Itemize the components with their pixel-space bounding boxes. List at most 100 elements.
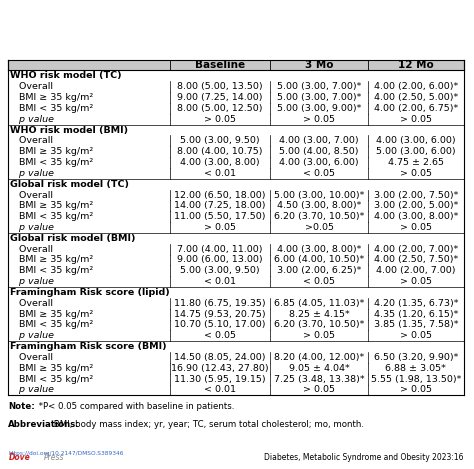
Text: Diabetes, Metabolic Syndrome and Obesity 2023:16: Diabetes, Metabolic Syndrome and Obesity… [264,453,464,462]
Text: 4.00 (2.00, 7.00)*: 4.00 (2.00, 7.00)* [374,245,458,254]
Text: > 0.05: > 0.05 [303,331,335,340]
Text: < 0.01: < 0.01 [204,169,236,178]
Text: 9.00 (7.25, 14.00): 9.00 (7.25, 14.00) [177,93,263,102]
Text: 14.50 (8.05, 24.00): 14.50 (8.05, 24.00) [174,353,266,362]
Text: > 0.05: > 0.05 [303,386,335,394]
Text: WHO risk model (TC): WHO risk model (TC) [10,71,122,80]
Text: 4.00 (2.50, 7.50)*: 4.00 (2.50, 7.50)* [374,256,458,265]
Text: 8.00 (5.00, 12.50): 8.00 (5.00, 12.50) [177,104,263,113]
Text: BMI, body mass index; yr, year; TC, serum total cholesterol; mo, month.: BMI, body mass index; yr, year; TC, seru… [52,420,365,429]
Text: p value: p value [10,115,55,124]
Text: 5.00 (3.00, 9.50): 5.00 (3.00, 9.50) [180,136,260,145]
Text: Dove: Dove [9,453,30,462]
Text: BMI ≥ 35 kg/m²: BMI ≥ 35 kg/m² [10,310,93,318]
Text: > 0.05: > 0.05 [400,386,432,394]
Text: > 0.05: > 0.05 [400,331,432,340]
Text: BMI < 35 kg/m²: BMI < 35 kg/m² [10,212,93,221]
Text: BMI < 35 kg/m²: BMI < 35 kg/m² [10,104,93,113]
Text: 12.00 (6.50, 18.00): 12.00 (6.50, 18.00) [174,190,266,199]
Text: 8.00 (4.00, 10.75): 8.00 (4.00, 10.75) [177,147,263,156]
Text: 4.50 (3.00, 8.00)*: 4.50 (3.00, 8.00)* [277,201,361,211]
Text: 5.00 (3.00, 10.00)*: 5.00 (3.00, 10.00)* [274,190,365,199]
Text: 6.00 (4.00, 10.50)*: 6.00 (4.00, 10.50)* [274,256,365,265]
Text: p value: p value [10,169,55,178]
Text: 5.00 (3.00, 6.00): 5.00 (3.00, 6.00) [376,147,456,156]
Text: 11.30 (5.95, 19.15): 11.30 (5.95, 19.15) [174,375,266,384]
Text: 11.80 (6.75, 19.35): 11.80 (6.75, 19.35) [174,299,266,308]
Text: BMI ≥ 35 kg/m²: BMI ≥ 35 kg/m² [10,201,93,211]
Text: > 0.05: > 0.05 [400,115,432,124]
Text: > 0.05: > 0.05 [400,223,432,232]
Text: 4.00 (3.00, 8.00): 4.00 (3.00, 8.00) [180,158,260,167]
Text: BMI < 35 kg/m²: BMI < 35 kg/m² [10,266,93,275]
Text: 9.05 ± 4.04*: 9.05 ± 4.04* [289,364,349,373]
Text: 4.00 (3.00, 8.00)*: 4.00 (3.00, 8.00)* [277,245,361,254]
Text: BMI ≥ 35 kg/m²: BMI ≥ 35 kg/m² [10,147,93,156]
Text: < 0.01: < 0.01 [204,277,236,286]
Text: p value: p value [10,331,55,340]
Text: Global risk model (TC): Global risk model (TC) [10,180,129,189]
Text: 5.00 (3.00, 9.50): 5.00 (3.00, 9.50) [180,266,260,275]
Text: WHO risk model (BMI): WHO risk model (BMI) [10,126,128,135]
Text: 7.25 (3.48, 13.38)*: 7.25 (3.48, 13.38)* [274,375,365,384]
Text: Overall: Overall [10,245,53,254]
Text: BMI < 35 kg/m²: BMI < 35 kg/m² [10,158,93,167]
Text: Overall: Overall [10,353,53,362]
Text: > 0.05: > 0.05 [303,115,335,124]
Text: 5.55 (1.98, 13.50)*: 5.55 (1.98, 13.50)* [371,375,461,384]
Text: 12 Mo: 12 Mo [398,60,434,70]
Bar [9,60,464,70]
Text: 4.20 (1.35, 6.73)*: 4.20 (1.35, 6.73)* [374,299,458,308]
Text: Global risk model (BMI): Global risk model (BMI) [10,234,136,243]
Text: 3.00 (2.00, 5.00)*: 3.00 (2.00, 5.00)* [374,201,458,211]
Text: 4.00 (2.00, 6.00)*: 4.00 (2.00, 6.00)* [374,82,458,91]
Text: Overall: Overall [10,136,53,145]
Text: 4.00 (2.00, 7.00): 4.00 (2.00, 7.00) [376,266,456,275]
Text: Overall: Overall [10,190,53,199]
Text: > 0.05: > 0.05 [400,169,432,178]
Text: 4.00 (3.00, 7.00): 4.00 (3.00, 7.00) [279,136,359,145]
Text: 6.50 (3.20, 9.90)*: 6.50 (3.20, 9.90)* [374,353,458,362]
Text: < 0.01: < 0.01 [204,386,236,394]
Text: 4.00 (3.00, 8.00)*: 4.00 (3.00, 8.00)* [374,212,458,221]
Text: p value: p value [10,386,55,394]
Text: 8.25 ± 4.15*: 8.25 ± 4.15* [289,310,349,318]
Text: 8.00 (5.00, 13.50): 8.00 (5.00, 13.50) [177,82,263,91]
Text: *P< 0.05 compared with baseline in patients.: *P< 0.05 compared with baseline in patie… [36,402,234,411]
Text: BMI < 35 kg/m²: BMI < 35 kg/m² [10,375,93,384]
Text: 5.00 (3.00, 7.00)*: 5.00 (3.00, 7.00)* [277,82,361,91]
Text: 4.00 (2.50, 5.00)*: 4.00 (2.50, 5.00)* [374,93,458,102]
Text: Framingham Risk score (lipid): Framingham Risk score (lipid) [10,288,170,297]
Text: 6.20 (3.70, 10.50)*: 6.20 (3.70, 10.50)* [274,212,365,221]
Text: > 0.05: > 0.05 [400,277,432,286]
Text: BMI ≥ 35 kg/m²: BMI ≥ 35 kg/m² [10,93,93,102]
Text: 16.90 (12.43, 27.80): 16.90 (12.43, 27.80) [171,364,269,373]
Text: 14.00 (7.25, 18.00): 14.00 (7.25, 18.00) [174,201,266,211]
Text: 9.00 (6.00, 13.00): 9.00 (6.00, 13.00) [177,256,263,265]
Text: 14.75 (9.53, 20.75): 14.75 (9.53, 20.75) [174,310,266,318]
Text: Framingham Risk score (BMI): Framingham Risk score (BMI) [10,342,167,351]
Text: BMI < 35 kg/m²: BMI < 35 kg/m² [10,320,93,329]
Text: 4.75 ± 2.65: 4.75 ± 2.65 [388,158,444,167]
Text: Overall: Overall [10,82,53,91]
Text: 6.88 ± 3.05*: 6.88 ± 3.05* [385,364,447,373]
Text: 4.00 (3.00, 6.00): 4.00 (3.00, 6.00) [279,158,359,167]
Text: >0.05: >0.05 [305,223,334,232]
Text: p value: p value [10,277,55,286]
Text: 6.85 (4.05, 11.03)*: 6.85 (4.05, 11.03)* [274,299,365,308]
Text: 11.00 (5.50, 17.50): 11.00 (5.50, 17.50) [174,212,266,221]
Text: BMI ≥ 35 kg/m²: BMI ≥ 35 kg/m² [10,256,93,265]
Text: 5.00 (3.00, 9.00)*: 5.00 (3.00, 9.00)* [277,104,361,113]
Text: < 0.05: < 0.05 [303,169,335,178]
Text: Press: Press [44,453,64,462]
Text: < 0.05: < 0.05 [204,331,236,340]
Text: 3 Mo: 3 Mo [305,60,333,70]
Text: 4.35 (1.20, 6.15)*: 4.35 (1.20, 6.15)* [374,310,458,318]
Text: BMI ≥ 35 kg/m²: BMI ≥ 35 kg/m² [10,364,93,373]
Text: 10.70 (5.10, 17.00): 10.70 (5.10, 17.00) [174,320,266,329]
Text: 5.00 (3.00, 7.00)*: 5.00 (3.00, 7.00)* [277,93,361,102]
Text: 4.00 (2.00, 6.75)*: 4.00 (2.00, 6.75)* [374,104,458,113]
Text: 8.20 (4.00, 12.00)*: 8.20 (4.00, 12.00)* [274,353,365,362]
Text: Abbreviations:: Abbreviations: [9,420,80,429]
Text: p value: p value [10,223,55,232]
